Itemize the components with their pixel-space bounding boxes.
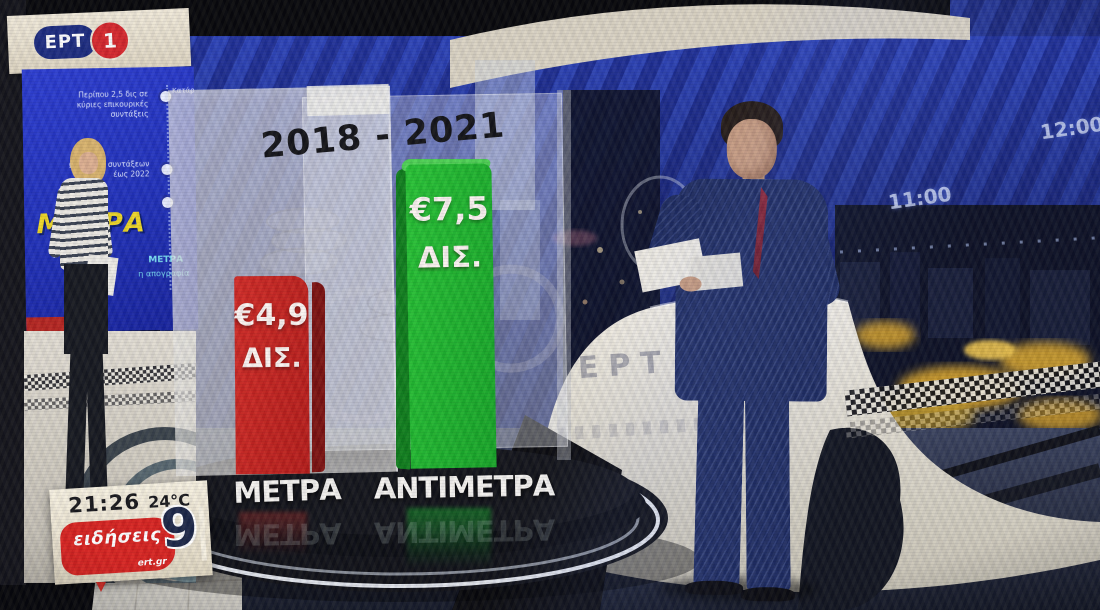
label-metra-reflection: ΜΕΤΡΑ: [233, 516, 341, 552]
ert-logo: EPT: [33, 24, 97, 60]
news-brand: ειδήσεις: [72, 524, 162, 551]
red-pointer-mark: [96, 582, 106, 592]
anchor-leg: [693, 390, 745, 588]
time-temperature-card: 21:26 24°C ειδήσεις ert.gr 9: [49, 480, 213, 585]
anchor-shoe: [740, 586, 795, 602]
news-logo-blob: ειδήσεις ert.gr: [59, 516, 177, 577]
label-antimetra-reflection: ΑΝΤΙΜΕΤΡΑ: [373, 512, 555, 550]
inset-presenter: [47, 138, 138, 528]
news-anchor: [633, 94, 853, 610]
card-white-bar: [198, 506, 207, 561]
bar-antimetra-value: €7,5: [409, 189, 489, 229]
bar-metra-unit: ΔΙΣ.: [241, 342, 302, 375]
bar-metra-front-face: €4,9 ΔΙΣ.: [234, 275, 310, 475]
inset-bullet-1: Περίπου 2,5 δις σε κύριες επικουρικές συ…: [76, 89, 149, 120]
bar-metra-side-face: [312, 281, 325, 473]
anchor-shoe: [684, 580, 744, 596]
bar-antimetra: €7,5 ΔΙΣ.: [396, 159, 497, 471]
bar-antimetra-unit: ΔΙΣ.: [417, 239, 483, 275]
presenter-trousers: [64, 264, 108, 354]
bar-antimetra-front-face: €7,5 ΔΙΣ.: [405, 163, 497, 469]
bar-chart-infographic: 2018 - 2021 €4,9 ΔΙΣ. €7,5 ΔΙΣ. ΜΕΤΡΑ ΑΝ…: [165, 80, 585, 590]
anchor-face: [726, 118, 778, 180]
chart-panel-tab: [306, 83, 390, 117]
label-metra: ΜΕΤΡΑ: [232, 472, 342, 510]
presenter-face: [79, 152, 98, 174]
bar-metra: €4,9 ΔΙΣ.: [234, 275, 325, 476]
anchor-hand: [679, 276, 702, 292]
presenter-leg: [85, 347, 108, 492]
channel-bug-strip: EPT 1: [6, 8, 192, 74]
bar-metra-value: €4,9: [234, 297, 309, 334]
presenter-leg: [65, 347, 89, 495]
anchor-leg: [744, 391, 791, 592]
current-time: 21:26: [67, 489, 141, 518]
news-number-9: 9: [159, 496, 200, 561]
label-antimetra: ΑΝΤΙΜΕΤΡΑ: [373, 468, 555, 506]
ert-channel-number: 1: [89, 19, 131, 62]
